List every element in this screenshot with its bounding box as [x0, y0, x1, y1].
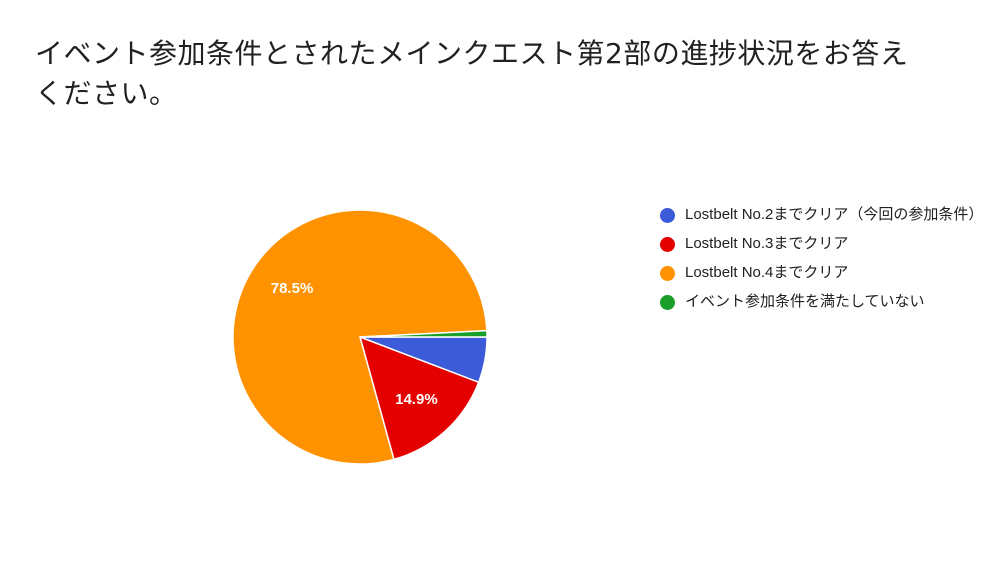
- legend-label-no3: Lostbelt No.3までクリア: [685, 235, 849, 252]
- slice-no4[interactable]: [232, 209, 488, 465]
- legend-swatch-not-met: [660, 295, 675, 310]
- legend-swatch-no2: [660, 208, 675, 223]
- slice-label-slice-no3: 14.9%: [395, 391, 438, 408]
- slice-not-met[interactable]: [359, 329, 488, 338]
- slice-no3[interactable]: [358, 335, 480, 461]
- chart-legend: Lostbelt No.2までクリア（今回の参加条件） Lostbelt No.…: [660, 204, 990, 320]
- legend-swatch-no3: [660, 237, 675, 252]
- pie-labels: 14.9% 78.5%: [271, 280, 438, 408]
- legend-label-no2: Lostbelt No.2までクリア（今回の参加条件）: [685, 206, 984, 223]
- legend-label-no4: Lostbelt No.4までクリア: [685, 264, 849, 281]
- legend-item-no3[interactable]: Lostbelt No.3までクリア: [660, 233, 990, 255]
- slice-label-slice-no4: 78.5%: [271, 280, 314, 297]
- chart-title: イベント参加条件とされたメインクエスト第2部の進捗状況をお答えください。: [35, 37, 909, 110]
- legend-item-not-met[interactable]: イベント参加条件を満たしていない: [660, 291, 990, 313]
- legend-item-no4[interactable]: Lostbelt No.4までクリア: [660, 262, 990, 284]
- pie-slices: [232, 209, 488, 465]
- legend-swatch-no4: [660, 266, 675, 281]
- legend-item-no2[interactable]: Lostbelt No.2までクリア（今回の参加条件）: [660, 204, 990, 226]
- legend-label-not-met: イベント参加条件を満たしていない: [685, 293, 925, 310]
